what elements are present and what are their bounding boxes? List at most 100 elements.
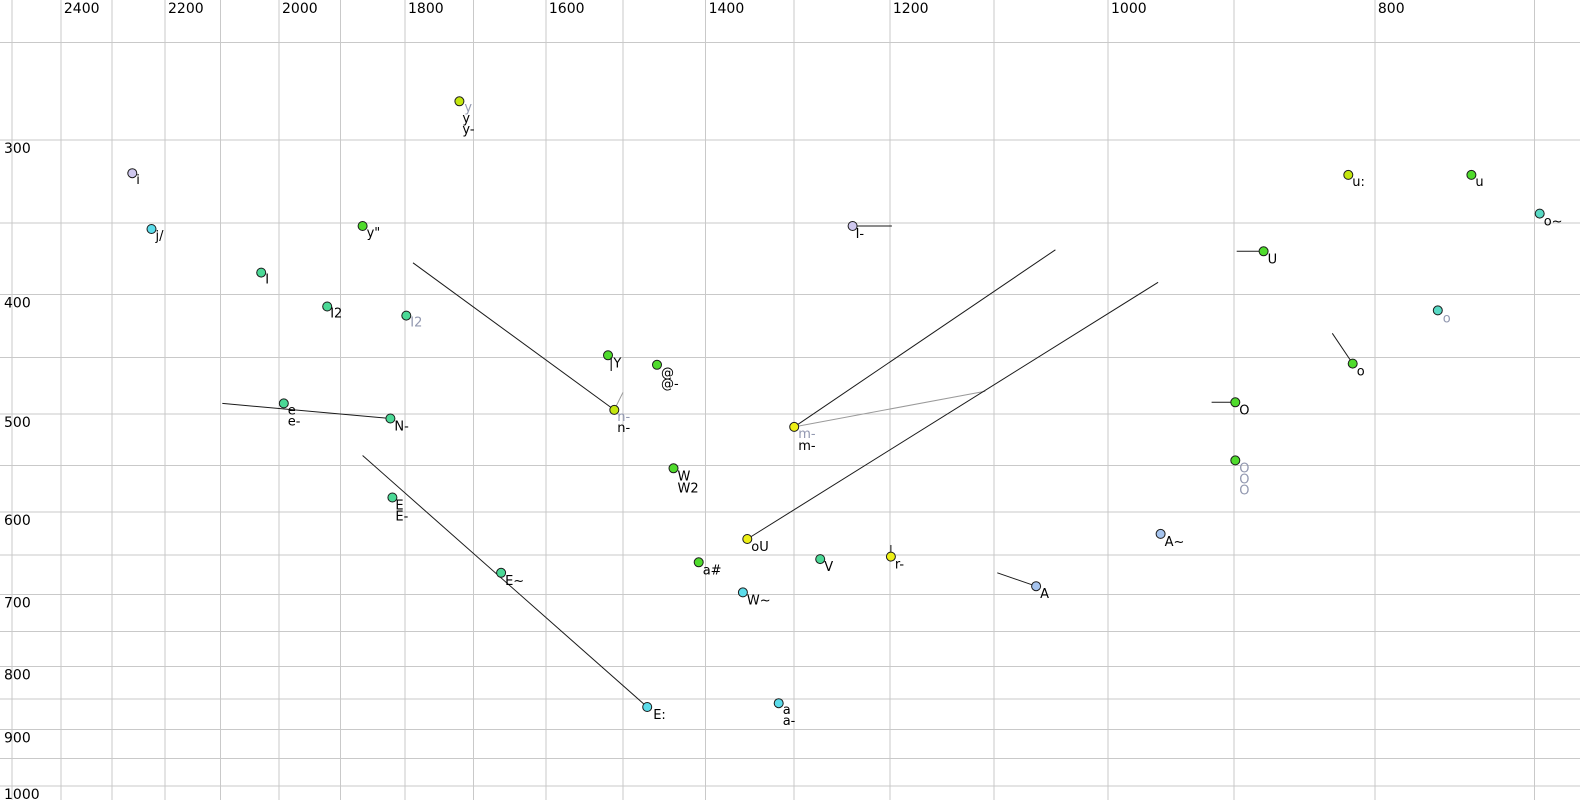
trajectory-line-o-dash — [1331, 333, 1354, 364]
vowel-label-W-1: W2 — [678, 481, 699, 496]
vowel-label-A_-0: A~ — [1165, 535, 1185, 550]
vowel-point-j_[interactable] — [146, 224, 157, 234]
y-axis-tick-500: 500 — [4, 415, 31, 431]
vowel-label-a-1: a- — [783, 714, 796, 729]
vowel-label-a-0: a — [783, 703, 791, 718]
vowel-label-V-0: V — [824, 560, 833, 575]
vowel-label-W-0: W — [678, 469, 691, 484]
vowel-point-V[interactable] — [815, 554, 826, 565]
x-axis-tick-2000: 2000 — [282, 1, 318, 17]
x-axis-tick-2400: 2400 — [64, 1, 100, 17]
vowel-point-E_[interactable] — [496, 567, 507, 578]
vowel-label-o-0: o — [1357, 365, 1365, 380]
vowel-point-I2[interactable] — [322, 301, 333, 312]
vowel-point-I[interactable] — [256, 267, 267, 278]
vowel-label-n--1: n- — [617, 421, 630, 436]
vowel-label-_-1: @- — [661, 377, 679, 392]
vowel-label-o-2-0: o — [1443, 311, 1451, 326]
vowel-point-_Y[interactable] — [603, 350, 613, 361]
x-axis-tick-1800: 1800 — [408, 1, 444, 17]
vowel-label-O-2-2: O — [1239, 483, 1249, 498]
vowel-label-y-2: y- — [462, 122, 474, 137]
vowel-label-a_-0: a# — [703, 563, 722, 578]
vowel-point-W[interactable] — [668, 463, 679, 474]
y-axis-tick-300: 300 — [4, 141, 31, 157]
vowel-label-u-0: u — [1475, 175, 1483, 190]
vowel-label-e-1: e- — [288, 414, 301, 429]
vowel-label-I--0: I- — [856, 227, 865, 242]
x-axis-tick-2200: 2200 — [168, 1, 204, 17]
x-axis-tick-1400: 1400 — [709, 1, 745, 17]
vowel-point-O-2[interactable] — [1230, 455, 1241, 466]
vowel-point-_[interactable] — [652, 359, 662, 370]
vowel-point-n-[interactable] — [609, 404, 620, 415]
vowel-label-oU-0: oU — [751, 540, 768, 555]
vowel-label-o_-0: o~ — [1544, 215, 1563, 230]
trajectory-line-E-long-traj — [362, 455, 648, 708]
vowel-point-y_[interactable] — [357, 221, 368, 231]
vowel-label-N--0: N- — [394, 420, 409, 435]
vowel-label-E-0: E — [395, 499, 403, 514]
vowel-point-o_[interactable] — [1534, 208, 1545, 219]
vowel-point-I-[interactable] — [847, 221, 858, 231]
vowel-point-A_[interactable] — [1155, 528, 1166, 539]
vowel-point-e[interactable] — [278, 398, 289, 409]
vowel-point-o[interactable] — [1347, 358, 1358, 369]
vowel-point-U[interactable] — [1258, 246, 1269, 257]
vowel-label-E-1: E- — [395, 510, 408, 525]
vowel-point-N-[interactable] — [385, 413, 396, 424]
vowel-point-E_[interactable] — [642, 702, 653, 712]
y-axis-tick-1000: 1000 — [4, 787, 40, 800]
x-axis-tick-1000: 1000 — [1111, 1, 1147, 17]
vowel-label-i-0: i — [136, 173, 140, 188]
vowel-point-a_[interactable] — [693, 557, 704, 568]
trajectory-line-A-dash — [997, 572, 1037, 587]
vowel-label-_-0: @ — [661, 366, 674, 381]
vowel-point-u_[interactable] — [1343, 169, 1354, 180]
vowel-label-r--0: r- — [895, 558, 905, 573]
vowel-point-O[interactable] — [1230, 397, 1241, 408]
vowel-point-A[interactable] — [1031, 581, 1042, 592]
vowel-point-o-2[interactable] — [1432, 305, 1443, 316]
vowel-point-E[interactable] — [387, 492, 398, 503]
x-axis-tick-1200: 1200 — [893, 1, 929, 17]
vowel-label-I2-0: I2 — [330, 307, 342, 322]
vowel-point-u[interactable] — [1466, 169, 1477, 180]
vowel-label-e-0: e — [288, 403, 296, 418]
vowel-point-r-[interactable] — [885, 551, 896, 562]
vowel-label-m--0: m- — [798, 427, 816, 442]
vowel-label-I-0: I — [265, 273, 269, 288]
vowel-point-y[interactable] — [454, 96, 465, 107]
vowel-point-oU[interactable] — [742, 534, 753, 544]
vowel-label-W_-0: W~ — [747, 593, 771, 608]
x-axis-tick-800: 800 — [1378, 1, 1405, 17]
vowel-label-y_-0: y" — [367, 226, 381, 241]
trajectory-line-oU-traj — [747, 281, 1159, 540]
vowel-point-W_[interactable] — [737, 587, 748, 598]
y-axis-tick-400: 400 — [4, 296, 31, 312]
trajectory-line-e-N-seg — [222, 402, 391, 419]
vowel-label-u_-0: u: — [1352, 175, 1365, 190]
y-axis-tick-900: 900 — [4, 731, 31, 747]
vowel-label-U-0: U — [1268, 252, 1278, 267]
vowel-point-i[interactable] — [127, 168, 138, 179]
vowel-point-m-[interactable] — [789, 421, 800, 432]
vowel-point-I2-2[interactable] — [401, 310, 412, 321]
trajectory-line-n-traj — [412, 262, 615, 411]
vowel-label-A-0: A — [1040, 587, 1049, 602]
vowel-label-I2-2-0: I2 — [410, 316, 422, 331]
trajectory-line-m-traj — [793, 249, 1056, 428]
y-axis-tick-600: 600 — [4, 513, 31, 529]
y-axis-tick-700: 700 — [4, 596, 31, 612]
vowel-label-m--1: m- — [798, 439, 816, 454]
vowel-label-n--0: n- — [617, 410, 630, 425]
trajectory-line-m-traj2 — [794, 390, 986, 428]
y-axis-tick-800: 800 — [4, 667, 31, 683]
vowel-point-a[interactable] — [773, 698, 784, 709]
vowel-label-E_-0: E~ — [505, 574, 524, 589]
vowel-label-O-0: O — [1239, 403, 1249, 418]
vowel-label-O-2-0: O — [1239, 461, 1249, 476]
vowel-label-O-2-1: O — [1239, 472, 1249, 487]
x-axis-tick-1600: 1600 — [549, 1, 585, 17]
